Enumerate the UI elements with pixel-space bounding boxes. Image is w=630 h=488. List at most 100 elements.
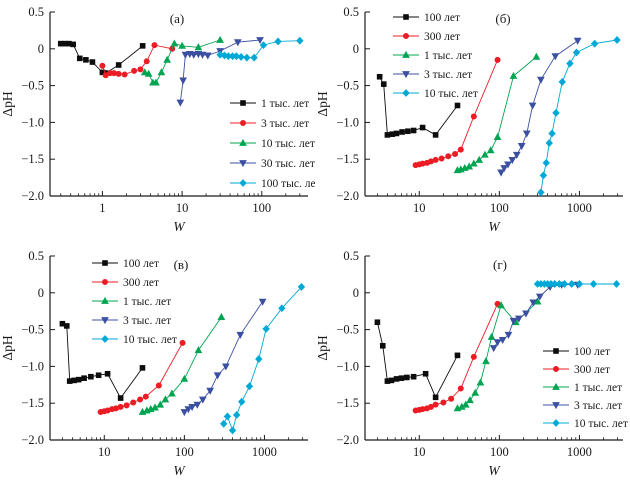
chart-panel-b: 10 100 1000 0.5 0 −0.5 −1.0 −1.5 −2.0 ΔpH W (б) 100 … [315, 5, 623, 234]
diamond-icon [101, 335, 109, 343]
legend-item: 100 лет [92, 258, 159, 270]
legend-item: 1 тыс. лет [230, 98, 309, 110]
data-point-marker [548, 129, 556, 138]
legend-item: 10 тыс. лет [393, 88, 478, 100]
series-line [457, 301, 538, 409]
data-point-marker [572, 48, 581, 57]
legend-item: 10 тыс. лет [543, 418, 628, 430]
y-tick-label: −1.5 [21, 152, 44, 166]
square-icon [240, 100, 246, 106]
data-point-marker [509, 71, 518, 79]
data-point-marker [198, 396, 207, 404]
data-point-marker [376, 73, 383, 80]
data-point-marker [213, 372, 222, 380]
chart-panel-a: 1 10 100 0.5 0 −0.5 −1.0 −1.5 −2.0 ΔpH W (а) 1 тыс. … [0, 5, 315, 234]
axes: 1 10 100 0.5 0 −0.5 −1.0 −1.5 −2.0 [21, 5, 308, 215]
data-point-marker [193, 401, 202, 409]
series-triangle-up [453, 52, 541, 174]
legend: 100 лет 300 лет 1 тыс. лет 3 тыс. лет 10 тыс… [393, 12, 478, 100]
data-point-marker [180, 409, 189, 417]
x-tick-label: 1000 [567, 201, 592, 215]
data-point-marker [440, 399, 447, 406]
data-point-marker [243, 53, 251, 62]
data-point-marker [89, 59, 96, 65]
x-axis-title: W [173, 219, 186, 234]
data-point-marker [259, 41, 268, 50]
square-icon [553, 348, 559, 354]
data-point-marker [552, 108, 560, 117]
legend-label: 10 тыс. лет [574, 418, 628, 430]
series-square [374, 319, 461, 401]
data-point-marker [88, 373, 94, 380]
panel-g: 10 100 1000 0.5 0 −0.5 −1.0 −1.5 −2.0 ΔpH W (г) 100 … [315, 244, 630, 488]
data-point-marker [104, 370, 111, 377]
y-tick-label: −2.0 [336, 189, 359, 203]
legend-label: 100 лет [424, 12, 460, 24]
data-point-marker [537, 188, 545, 197]
series-line [223, 286, 302, 432]
data-point-marker [476, 378, 485, 386]
data-point-marker [198, 51, 207, 59]
data-point-marker [504, 161, 512, 169]
data-point-marker [179, 339, 186, 346]
data-point-marker [393, 376, 400, 382]
legend-item: 3 тыс. лет [230, 118, 309, 130]
data-point-marker [532, 52, 541, 60]
x-tick-label: 100 [175, 445, 194, 459]
data-point-marker [422, 370, 429, 377]
y-tick-label: −1.5 [336, 396, 359, 410]
data-point-marker [528, 102, 537, 110]
data-point-marker [179, 77, 187, 85]
y-tick-label: 0 [353, 42, 359, 56]
data-point-marker [278, 304, 286, 313]
data-point-marker [486, 146, 495, 154]
data-point-marker [180, 374, 189, 382]
y-tick-label: −0.5 [336, 79, 359, 93]
chart-panel-v: 10 100 10000.50−0.5−1.0−1.5−2.0ΔpHW(в)100 … [0, 249, 308, 478]
x-tick-label: 100 [490, 445, 509, 459]
data-point-marker [374, 319, 381, 326]
data-point-marker [155, 382, 162, 389]
legend-label: 3 тыс. лет [261, 118, 309, 130]
chart-panel-g: 10 100 1000 0.5 0 −0.5 −1.0 −1.5 −2.0 ΔpH W (г) 100 … [315, 249, 628, 478]
data-point-marker [410, 127, 417, 134]
series-triangle-down [176, 37, 264, 107]
data-point-marker [555, 280, 563, 288]
data-point-marker [493, 339, 502, 347]
y-tick-label: −2.0 [21, 189, 44, 203]
data-point-marker [388, 377, 395, 384]
data-point-marker [482, 357, 490, 365]
legend-label: 100 лет [574, 346, 610, 358]
data-point-marker [461, 400, 470, 408]
legend-label: 10 тыс. лет [261, 138, 315, 150]
y-axis-title: ΔpH [315, 91, 330, 116]
data-point-marker [139, 365, 146, 371]
data-point-marker [71, 377, 77, 384]
data-point-marker [475, 155, 484, 163]
data-point-marker [222, 363, 230, 371]
y-tick-label: −2.0 [336, 433, 359, 447]
data-point-marker [489, 345, 498, 353]
data-point-marker [95, 372, 102, 379]
data-point-marker [144, 69, 153, 77]
series-circle [99, 42, 176, 79]
data-point-marker [194, 43, 203, 51]
data-point-marker [512, 151, 521, 159]
data-point-marker [75, 376, 82, 383]
data-point-marker [157, 68, 166, 76]
data-point-marker [498, 337, 507, 345]
data-point-marker [223, 412, 232, 421]
triangle-down-icon [402, 71, 410, 79]
data-point-marker [76, 55, 83, 62]
data-point-marker [188, 403, 196, 412]
data-point-marker [297, 282, 306, 291]
data-point-marker [393, 130, 400, 137]
legend-label: 1 тыс. лет [574, 382, 622, 394]
data-point-marker [139, 43, 146, 49]
y-tick-label: −1.0 [336, 359, 359, 373]
series-diamond [537, 36, 621, 197]
legend-label: 10 тыс. лет [123, 334, 177, 346]
data-point-marker [545, 139, 553, 147]
series-diamond [533, 280, 621, 288]
